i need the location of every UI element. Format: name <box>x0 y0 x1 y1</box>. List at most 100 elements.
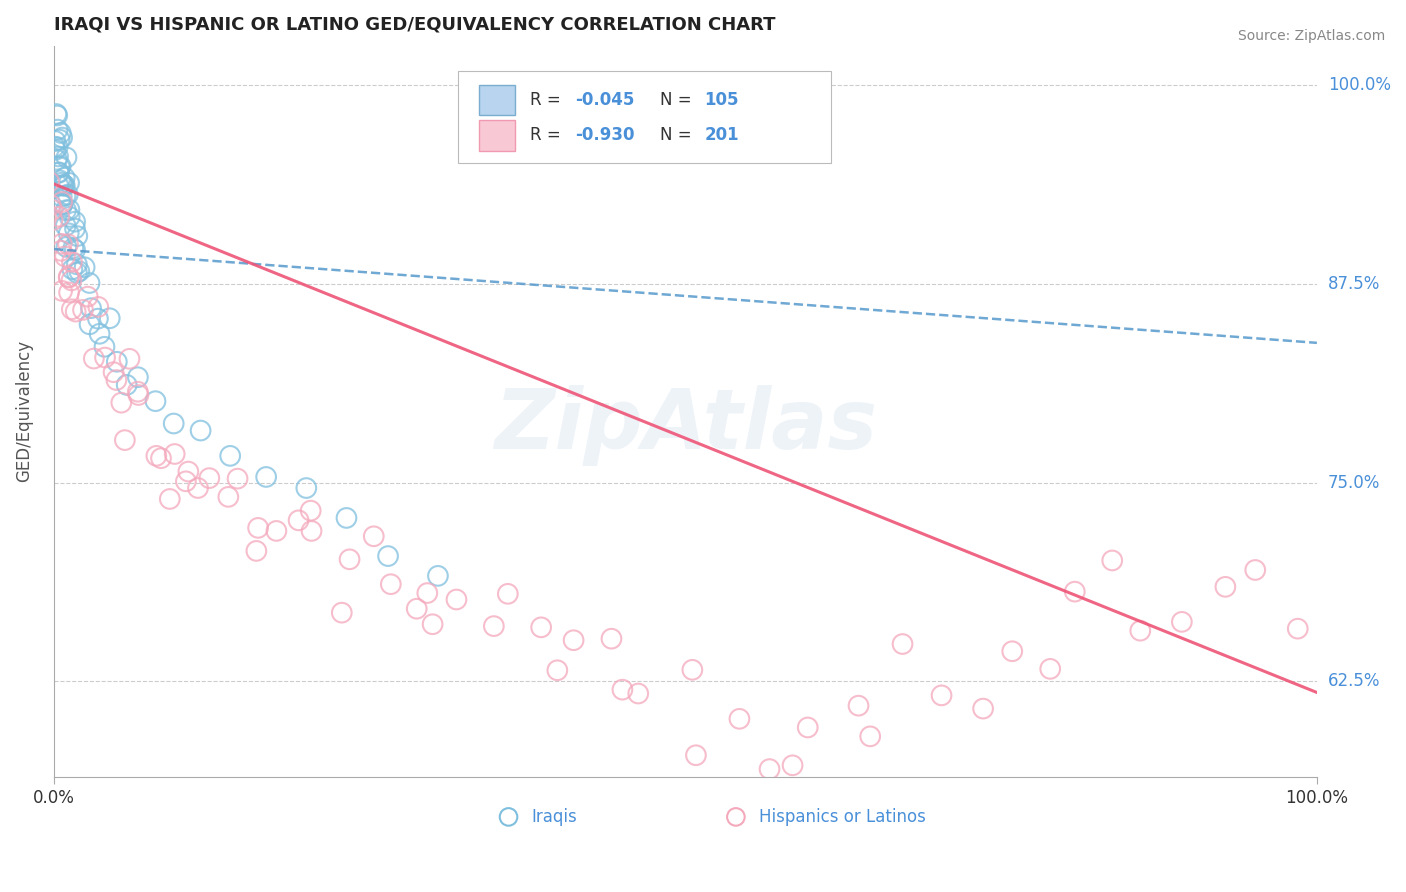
Point <box>55 188 77 202</box>
Point <box>58 270 80 285</box>
Point <box>685 748 707 763</box>
Point <box>51 198 73 212</box>
Point <box>49 244 72 258</box>
Point <box>98 311 121 326</box>
Point <box>51 284 73 298</box>
Text: 75.0%: 75.0% <box>1329 474 1381 491</box>
Point <box>891 637 914 651</box>
Point <box>59 210 82 224</box>
Point <box>53 170 76 185</box>
Point <box>72 302 94 317</box>
Point <box>48 166 70 180</box>
Point <box>49 160 72 174</box>
Point <box>118 351 141 366</box>
Point <box>301 524 323 538</box>
Point <box>55 203 77 218</box>
Point <box>65 304 87 318</box>
Point <box>80 301 103 315</box>
Point <box>51 236 73 251</box>
Point <box>245 544 267 558</box>
Point <box>60 255 83 269</box>
Point <box>330 606 353 620</box>
Point <box>48 210 70 224</box>
Text: Source: ZipAtlas.com: Source: ZipAtlas.com <box>1237 29 1385 43</box>
Point <box>145 394 167 409</box>
Point <box>217 490 239 504</box>
Point <box>63 221 86 235</box>
Point <box>55 150 77 164</box>
Point <box>226 472 249 486</box>
Point <box>1171 615 1194 629</box>
Point <box>51 176 73 190</box>
Point <box>782 758 804 772</box>
Point <box>174 475 197 489</box>
Point <box>89 326 111 341</box>
Point <box>848 698 870 713</box>
Point <box>1001 644 1024 658</box>
Point <box>58 285 80 300</box>
Text: R =: R = <box>530 127 567 145</box>
Text: -0.045: -0.045 <box>575 91 636 109</box>
Text: N =: N = <box>659 127 697 145</box>
Point <box>1129 624 1152 638</box>
FancyBboxPatch shape <box>458 71 831 162</box>
Point <box>797 721 820 735</box>
Point <box>339 552 361 566</box>
Point <box>73 260 96 275</box>
Point <box>52 178 75 192</box>
Point <box>219 449 242 463</box>
Y-axis label: GED/Equivalency: GED/Equivalency <box>15 340 32 483</box>
Point <box>405 601 427 615</box>
Point <box>48 133 70 147</box>
FancyBboxPatch shape <box>479 85 515 115</box>
Point <box>127 384 149 399</box>
Point <box>758 762 780 776</box>
Point <box>931 689 953 703</box>
Point <box>1039 662 1062 676</box>
Text: 201: 201 <box>704 127 740 145</box>
Point <box>363 529 385 543</box>
Point <box>728 712 751 726</box>
Point <box>266 524 288 538</box>
Point <box>53 178 76 193</box>
Point <box>127 370 149 384</box>
Point <box>446 592 468 607</box>
Point <box>972 701 994 715</box>
Point <box>83 351 105 366</box>
Point <box>177 465 200 479</box>
Point <box>51 189 73 203</box>
Point <box>859 729 882 743</box>
Point <box>45 107 67 121</box>
Point <box>145 449 167 463</box>
Point <box>58 176 80 190</box>
Point <box>41 202 63 217</box>
Point <box>41 213 63 227</box>
Point <box>35 211 58 226</box>
Text: N =: N = <box>659 91 697 109</box>
Point <box>79 276 101 290</box>
Point <box>530 620 553 634</box>
Point <box>627 687 650 701</box>
Point <box>46 122 69 136</box>
Point <box>110 395 132 409</box>
Point <box>52 178 75 193</box>
Point <box>53 249 76 263</box>
Point <box>198 471 221 485</box>
Text: Iraqis: Iraqis <box>531 808 576 826</box>
Point <box>56 237 79 252</box>
Point <box>58 227 80 241</box>
Point <box>45 153 67 167</box>
Point <box>163 417 186 431</box>
Point <box>163 447 186 461</box>
Point <box>79 318 101 332</box>
Point <box>115 378 138 392</box>
Point <box>39 198 62 212</box>
Point <box>58 202 80 217</box>
Point <box>67 264 90 278</box>
Point <box>66 266 89 280</box>
Point <box>76 290 98 304</box>
Text: IRAQI VS HISPANIC OR LATINO GED/EQUIVALENCY CORRELATION CHART: IRAQI VS HISPANIC OR LATINO GED/EQUIVALE… <box>53 15 775 33</box>
Point <box>51 197 73 211</box>
Point <box>612 682 634 697</box>
Point <box>482 619 505 633</box>
